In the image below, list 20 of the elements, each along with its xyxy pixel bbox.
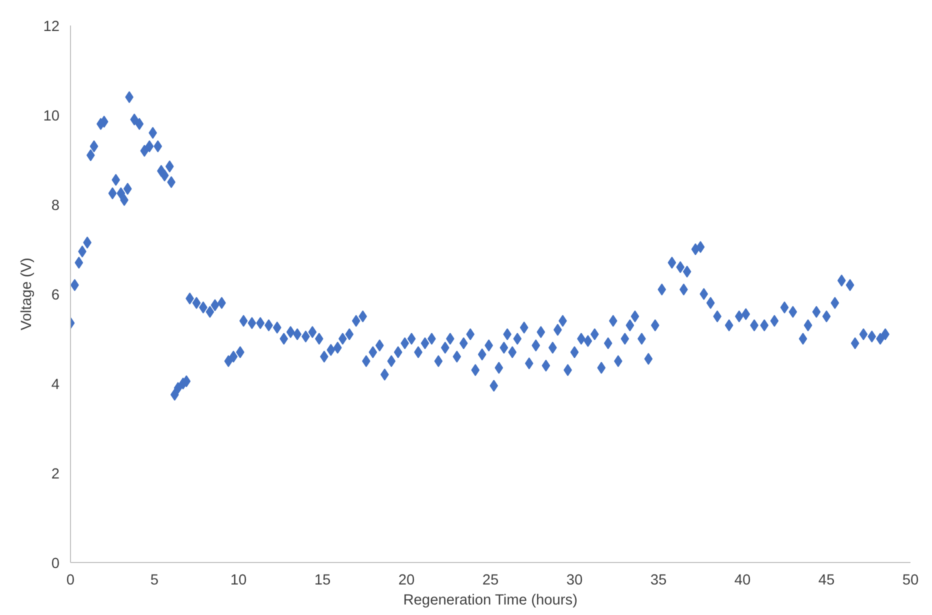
x-tick-label: 20 <box>398 572 415 588</box>
x-tick-label: 10 <box>230 572 247 588</box>
x-tick-label: 30 <box>566 572 583 588</box>
y-axis-title: Voltage (V) <box>19 258 36 330</box>
x-tick-label: 5 <box>150 572 159 588</box>
y-tick-label: 6 <box>51 288 60 304</box>
y-tick-label: 2 <box>51 466 60 482</box>
y-tick-label: 0 <box>51 556 60 572</box>
x-tick-label: 15 <box>314 572 331 588</box>
y-tick-label: 8 <box>51 198 60 214</box>
x-tick-label: 50 <box>902 572 919 588</box>
x-tick-label: 25 <box>482 572 499 588</box>
x-tick-label: 40 <box>734 572 751 588</box>
x-tick-label: 45 <box>818 572 835 588</box>
y-tick-label: 12 <box>43 19 60 35</box>
y-tick-label: 4 <box>51 377 60 393</box>
x-tick-label: 0 <box>66 572 75 588</box>
y-tick-label: 10 <box>43 108 60 124</box>
x-axis-title: Regeneration Time (hours) <box>403 592 578 608</box>
x-tick-label: 35 <box>650 572 667 588</box>
